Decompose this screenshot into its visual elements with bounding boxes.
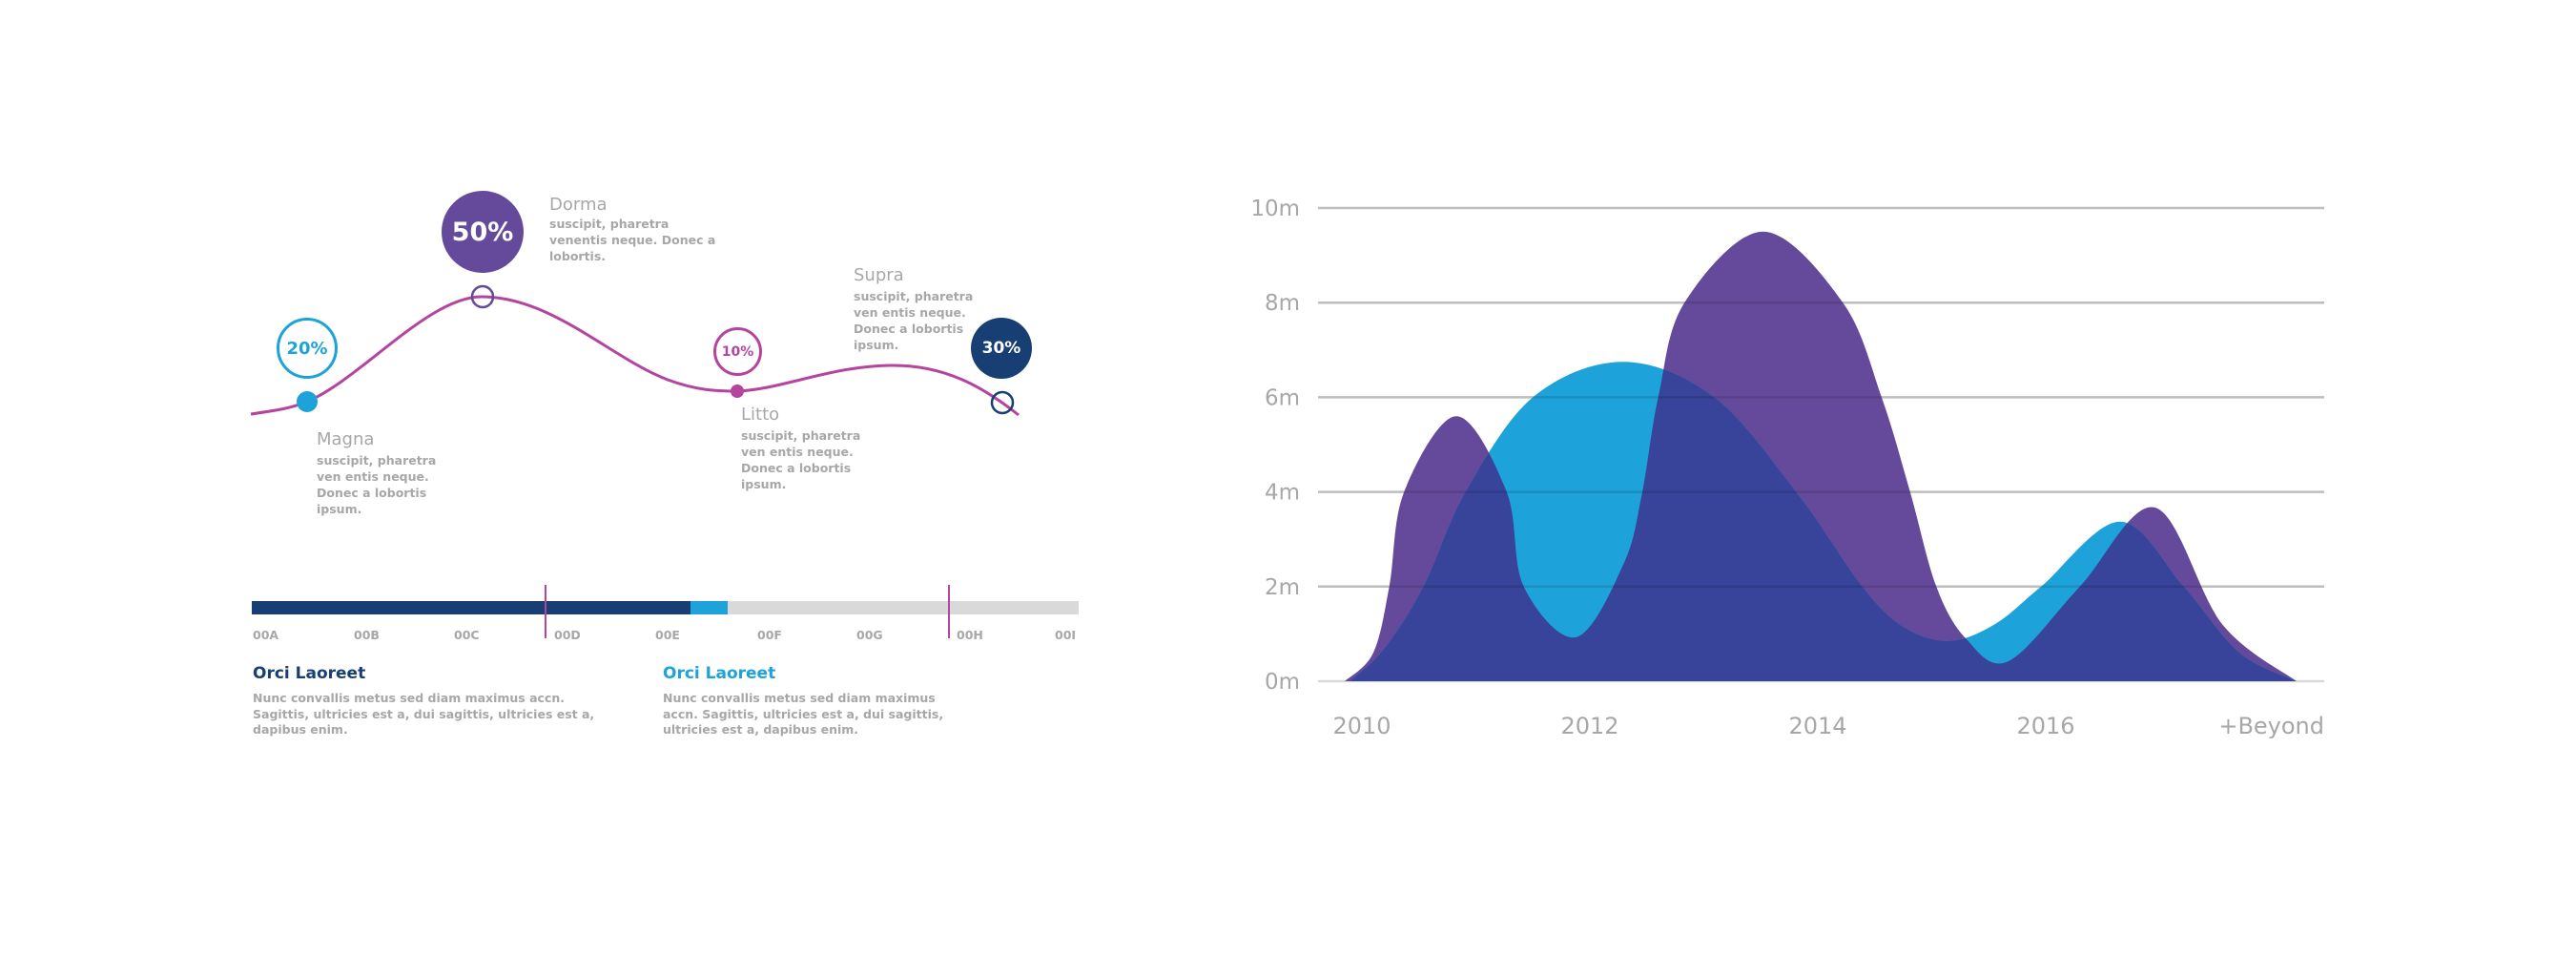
progress-tick-label: 00B <box>354 628 380 642</box>
magna-point-dot <box>297 391 318 412</box>
x-tick-label: 2010 <box>1332 713 1391 739</box>
x-tick-label: +Beyond <box>2218 713 2324 739</box>
supra-percent-badge: 30% <box>971 318 1032 379</box>
progress-tick-label: 00C <box>454 628 480 642</box>
progress-tick-label: 00I <box>1055 628 1077 642</box>
y-tick-label: 8m <box>1265 291 1300 316</box>
legend-text-secondary: Nunc convallis metus sed diam maximus ac… <box>663 691 944 737</box>
progress-fill-primary <box>252 601 690 614</box>
x-axis-tick-labels: 2010 2012 2014 2016 +Beyond <box>1332 713 2324 739</box>
supra-description: suscipit, pharetra ven entis neque. Done… <box>854 289 974 352</box>
y-tick-label: 0m <box>1265 670 1300 695</box>
progress-tick-label: 00D <box>554 628 581 642</box>
legend-title-secondary: Orci Laoreet <box>663 664 776 683</box>
legend-title-primary: Orci Laoreet <box>253 664 366 683</box>
legend-text-primary: Nunc convallis metus sed diam maximus ac… <box>253 691 595 737</box>
progress-fill-secondary <box>690 601 728 614</box>
x-tick-label: 2014 <box>1788 713 1846 739</box>
y-tick-label: 6m <box>1265 385 1300 410</box>
litto-percent-badge: 10% <box>713 327 762 376</box>
area-series <box>1318 206 2324 682</box>
litto-point-dot <box>731 384 744 398</box>
progress-tick-label: 00G <box>856 628 883 642</box>
supra-percent: 30% <box>981 339 1021 358</box>
y-tick-label: 2m <box>1265 575 1300 600</box>
magna-title: Magna <box>317 429 375 449</box>
progress-marker <box>947 585 950 638</box>
area-series-series-b <box>1345 231 2297 682</box>
magna-percent: 20% <box>286 338 328 359</box>
litto-description: suscipit, pharetra ven entis neque. Done… <box>741 428 861 491</box>
progress-tick-label: 00F <box>757 628 782 642</box>
progress-tick-label: 00E <box>655 628 680 642</box>
dorma-percent: 50% <box>451 217 514 247</box>
supra-title: Supra <box>854 265 904 285</box>
timeline-curve-layer <box>250 284 1020 417</box>
dorma-description: suscipit, pharetra venentis neque. Donec… <box>549 217 716 263</box>
progress-tick-label: 00H <box>957 628 983 642</box>
litto-title: Litto <box>741 405 780 425</box>
y-tick-label: 10m <box>1250 197 1300 221</box>
dorma-point-marker <box>470 284 495 309</box>
area-series-series-a <box>1350 362 2297 681</box>
litto-percent: 10% <box>721 343 754 360</box>
progress-tick-label: 00A <box>253 628 279 642</box>
progress-track <box>252 601 1079 614</box>
magna-description: suscipit, pharetra ven entis neque. Done… <box>317 453 437 516</box>
y-axis-tick-labels: 0m 2m 4m 6m 8m 10m <box>1250 197 1300 695</box>
dorma-title: Dorma <box>549 195 608 215</box>
x-tick-label: 2016 <box>2016 713 2074 739</box>
progress-marker <box>544 585 546 638</box>
x-tick-label: 2012 <box>1560 713 1618 739</box>
magna-percent-badge: 20% <box>277 318 338 379</box>
dorma-percent-badge: 50% <box>442 191 524 273</box>
timeline-curve <box>250 295 1020 417</box>
supra-point-marker <box>990 390 1015 415</box>
y-tick-label: 4m <box>1265 481 1300 506</box>
